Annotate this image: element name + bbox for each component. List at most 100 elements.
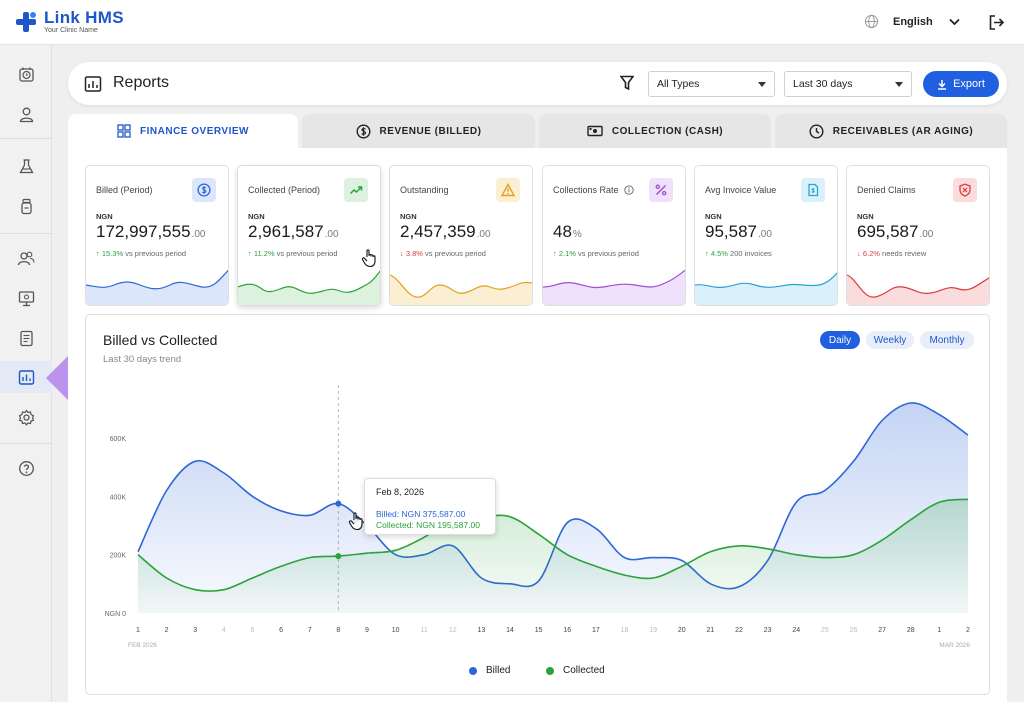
x-tick-label: 15 xyxy=(535,627,543,634)
period-weekly-button[interactable]: Weekly xyxy=(866,331,914,349)
tab-label: RECEIVABLES (AR AGING) xyxy=(832,125,974,137)
sidebar xyxy=(0,45,52,702)
pill-bottle-icon xyxy=(20,198,32,214)
x-tick-label: 6 xyxy=(279,627,283,634)
kpi-card-denied-claims[interactable]: Denied Claims NGN 695,587.00 ↓ 6.2% need… xyxy=(846,165,990,306)
legend-collected[interactable]: Collected xyxy=(546,665,605,676)
logout-icon[interactable] xyxy=(988,14,1005,31)
x-tick-label: 7 xyxy=(308,627,312,634)
page-title: Reports xyxy=(113,74,170,91)
billed-vs-collected-chart: Billed vs Collected Last 30 days trend D… xyxy=(85,314,990,695)
filter-icon[interactable] xyxy=(620,75,634,91)
sidebar-item-pharmacy[interactable] xyxy=(0,191,52,221)
sidebar-item-lab[interactable] xyxy=(0,151,52,181)
sidebar-item-patients[interactable] xyxy=(0,99,52,129)
type-filter-value: All Types xyxy=(657,78,700,90)
dashboard-grid-icon xyxy=(117,124,131,138)
percent-icon xyxy=(649,178,673,202)
app-tagline: Your Clinic Name xyxy=(44,27,98,34)
x-tick-label: 16 xyxy=(563,627,571,634)
period-daily-button[interactable]: Daily xyxy=(820,331,860,349)
y-tick-label: 200K xyxy=(110,553,127,560)
gear-icon xyxy=(18,409,34,426)
kpi-sparkline xyxy=(543,269,685,305)
x-tick-label: 27 xyxy=(878,627,886,634)
dollar-circle-icon xyxy=(192,178,216,202)
sidebar-item-records[interactable] xyxy=(0,323,52,353)
kpi-sparkline xyxy=(86,269,228,305)
flask-icon xyxy=(18,158,34,173)
user-icon xyxy=(19,107,33,122)
chevron-down-icon xyxy=(949,18,960,25)
tab-label: COLLECTION (CASH) xyxy=(611,125,724,137)
sidebar-item-staff[interactable] xyxy=(0,243,52,273)
x-tick-label: 1 xyxy=(937,627,941,634)
tab-collection-cash[interactable]: COLLECTION (CASH) xyxy=(539,114,771,148)
x-tick-label: 3 xyxy=(193,627,197,634)
x-tick-label: 4 xyxy=(222,627,226,634)
caret-down-icon xyxy=(758,81,766,87)
app-name: Link HMS xyxy=(44,8,124,27)
trend-up-icon xyxy=(344,178,368,202)
kpi-card-billed[interactable]: Billed (Period) NGN 172,997,555.00 ↑ 15.… xyxy=(85,165,229,306)
period-monthly-button[interactable]: Monthly xyxy=(920,331,974,349)
kpi-value: 95,587.00 xyxy=(705,222,772,241)
tab-revenue-billed[interactable]: REVENUE (BILLED) xyxy=(302,114,535,148)
export-button[interactable]: Export xyxy=(923,71,999,97)
series-line-collected xyxy=(137,498,969,592)
date-range-select[interactable]: Last 30 days xyxy=(784,71,912,97)
kpi-delta: ↓ 3.8% vs previous period xyxy=(400,249,486,258)
kpi-label: Billed (Period) xyxy=(96,185,153,195)
tab-label: REVENUE (BILLED) xyxy=(379,125,482,137)
x-tick-label: 24 xyxy=(792,627,800,634)
kpi-delta: ↑ 2.1% vs previous period xyxy=(553,249,639,258)
x-tick-label: 2 xyxy=(165,627,169,634)
sidebar-item-appointments[interactable] xyxy=(0,59,52,89)
kpi-card-avg-invoice-value[interactable]: Avg Invoice Value NGN 95,587.00 ↑ 4.5% 2… xyxy=(694,165,838,306)
kpi-label: Denied Claims xyxy=(857,185,916,195)
y-tick-label: 400K xyxy=(110,494,127,501)
language-selector[interactable]: English xyxy=(864,14,960,29)
x-tick-label: 9 xyxy=(365,627,369,634)
app-logo[interactable]: Link HMS Your Clinic Name xyxy=(16,9,124,35)
type-filter-select[interactable]: All Types xyxy=(648,71,775,97)
report-tabs: FINANCE OVERVIEW REVENUE (BILLED) COLLEC… xyxy=(68,114,1007,148)
legend-billed[interactable]: Billed xyxy=(469,665,510,676)
globe-icon xyxy=(864,14,879,29)
x-tick-label: 22 xyxy=(735,627,743,634)
kpi-card-outstanding[interactable]: Outstanding NGN 2,457,359.00 ↓ 3.8% vs p… xyxy=(389,165,533,306)
sidebar-item-settings[interactable] xyxy=(0,402,52,432)
kpi-value: 2,961,587.00 xyxy=(248,222,339,241)
kpi-label: Avg Invoice Value xyxy=(705,185,777,195)
x-tick-label: 25 xyxy=(821,627,829,634)
x-tick-label: 19 xyxy=(649,627,657,634)
tab-finance-overview[interactable]: FINANCE OVERVIEW xyxy=(68,114,298,148)
document-list-icon xyxy=(19,330,33,346)
kpi-card-collected[interactable]: Collected (Period) NGN 2,961,587.00 ↑ 11… xyxy=(237,165,381,306)
tab-label: FINANCE OVERVIEW xyxy=(140,125,249,137)
info-icon[interactable] xyxy=(623,185,634,195)
tooltip-collected: Collected: NGN 195,587.00 xyxy=(376,520,480,530)
hand-cursor-icon xyxy=(361,249,376,268)
sidebar-item-reports[interactable] xyxy=(0,361,52,393)
x-tick-label: 1 xyxy=(136,627,140,634)
kpi-value: 172,997,555.00 xyxy=(96,222,206,241)
download-icon xyxy=(938,79,947,90)
x-tick-label: 13 xyxy=(478,627,486,634)
sidebar-item-monitor[interactable] xyxy=(0,283,52,313)
month-start-label: FEB 2026 xyxy=(128,642,157,649)
month-end-label: MAR 2026 xyxy=(939,642,970,649)
tab-receivables-ar-aging[interactable]: RECEIVABLES (AR AGING) xyxy=(775,114,1007,148)
kpi-card-collections-rate[interactable]: Collections Rate 48% ↑ 2.1% vs previous … xyxy=(542,165,686,306)
hand-cursor-icon xyxy=(348,512,363,531)
top-bar: Link HMS Your Clinic Name English xyxy=(0,0,1024,45)
x-tick-label: 17 xyxy=(592,627,600,634)
shield-x-icon xyxy=(953,178,977,202)
kpi-delta: ↑ 4.5% 200 invoices xyxy=(705,249,772,258)
y-tick-label: 600K xyxy=(110,436,127,443)
kpi-sparkline xyxy=(847,274,989,305)
sidebar-item-help[interactable] xyxy=(0,453,52,483)
x-tick-label: 23 xyxy=(764,627,772,634)
tooltip-billed: Billed: NGN 375,587.00 xyxy=(376,509,466,519)
